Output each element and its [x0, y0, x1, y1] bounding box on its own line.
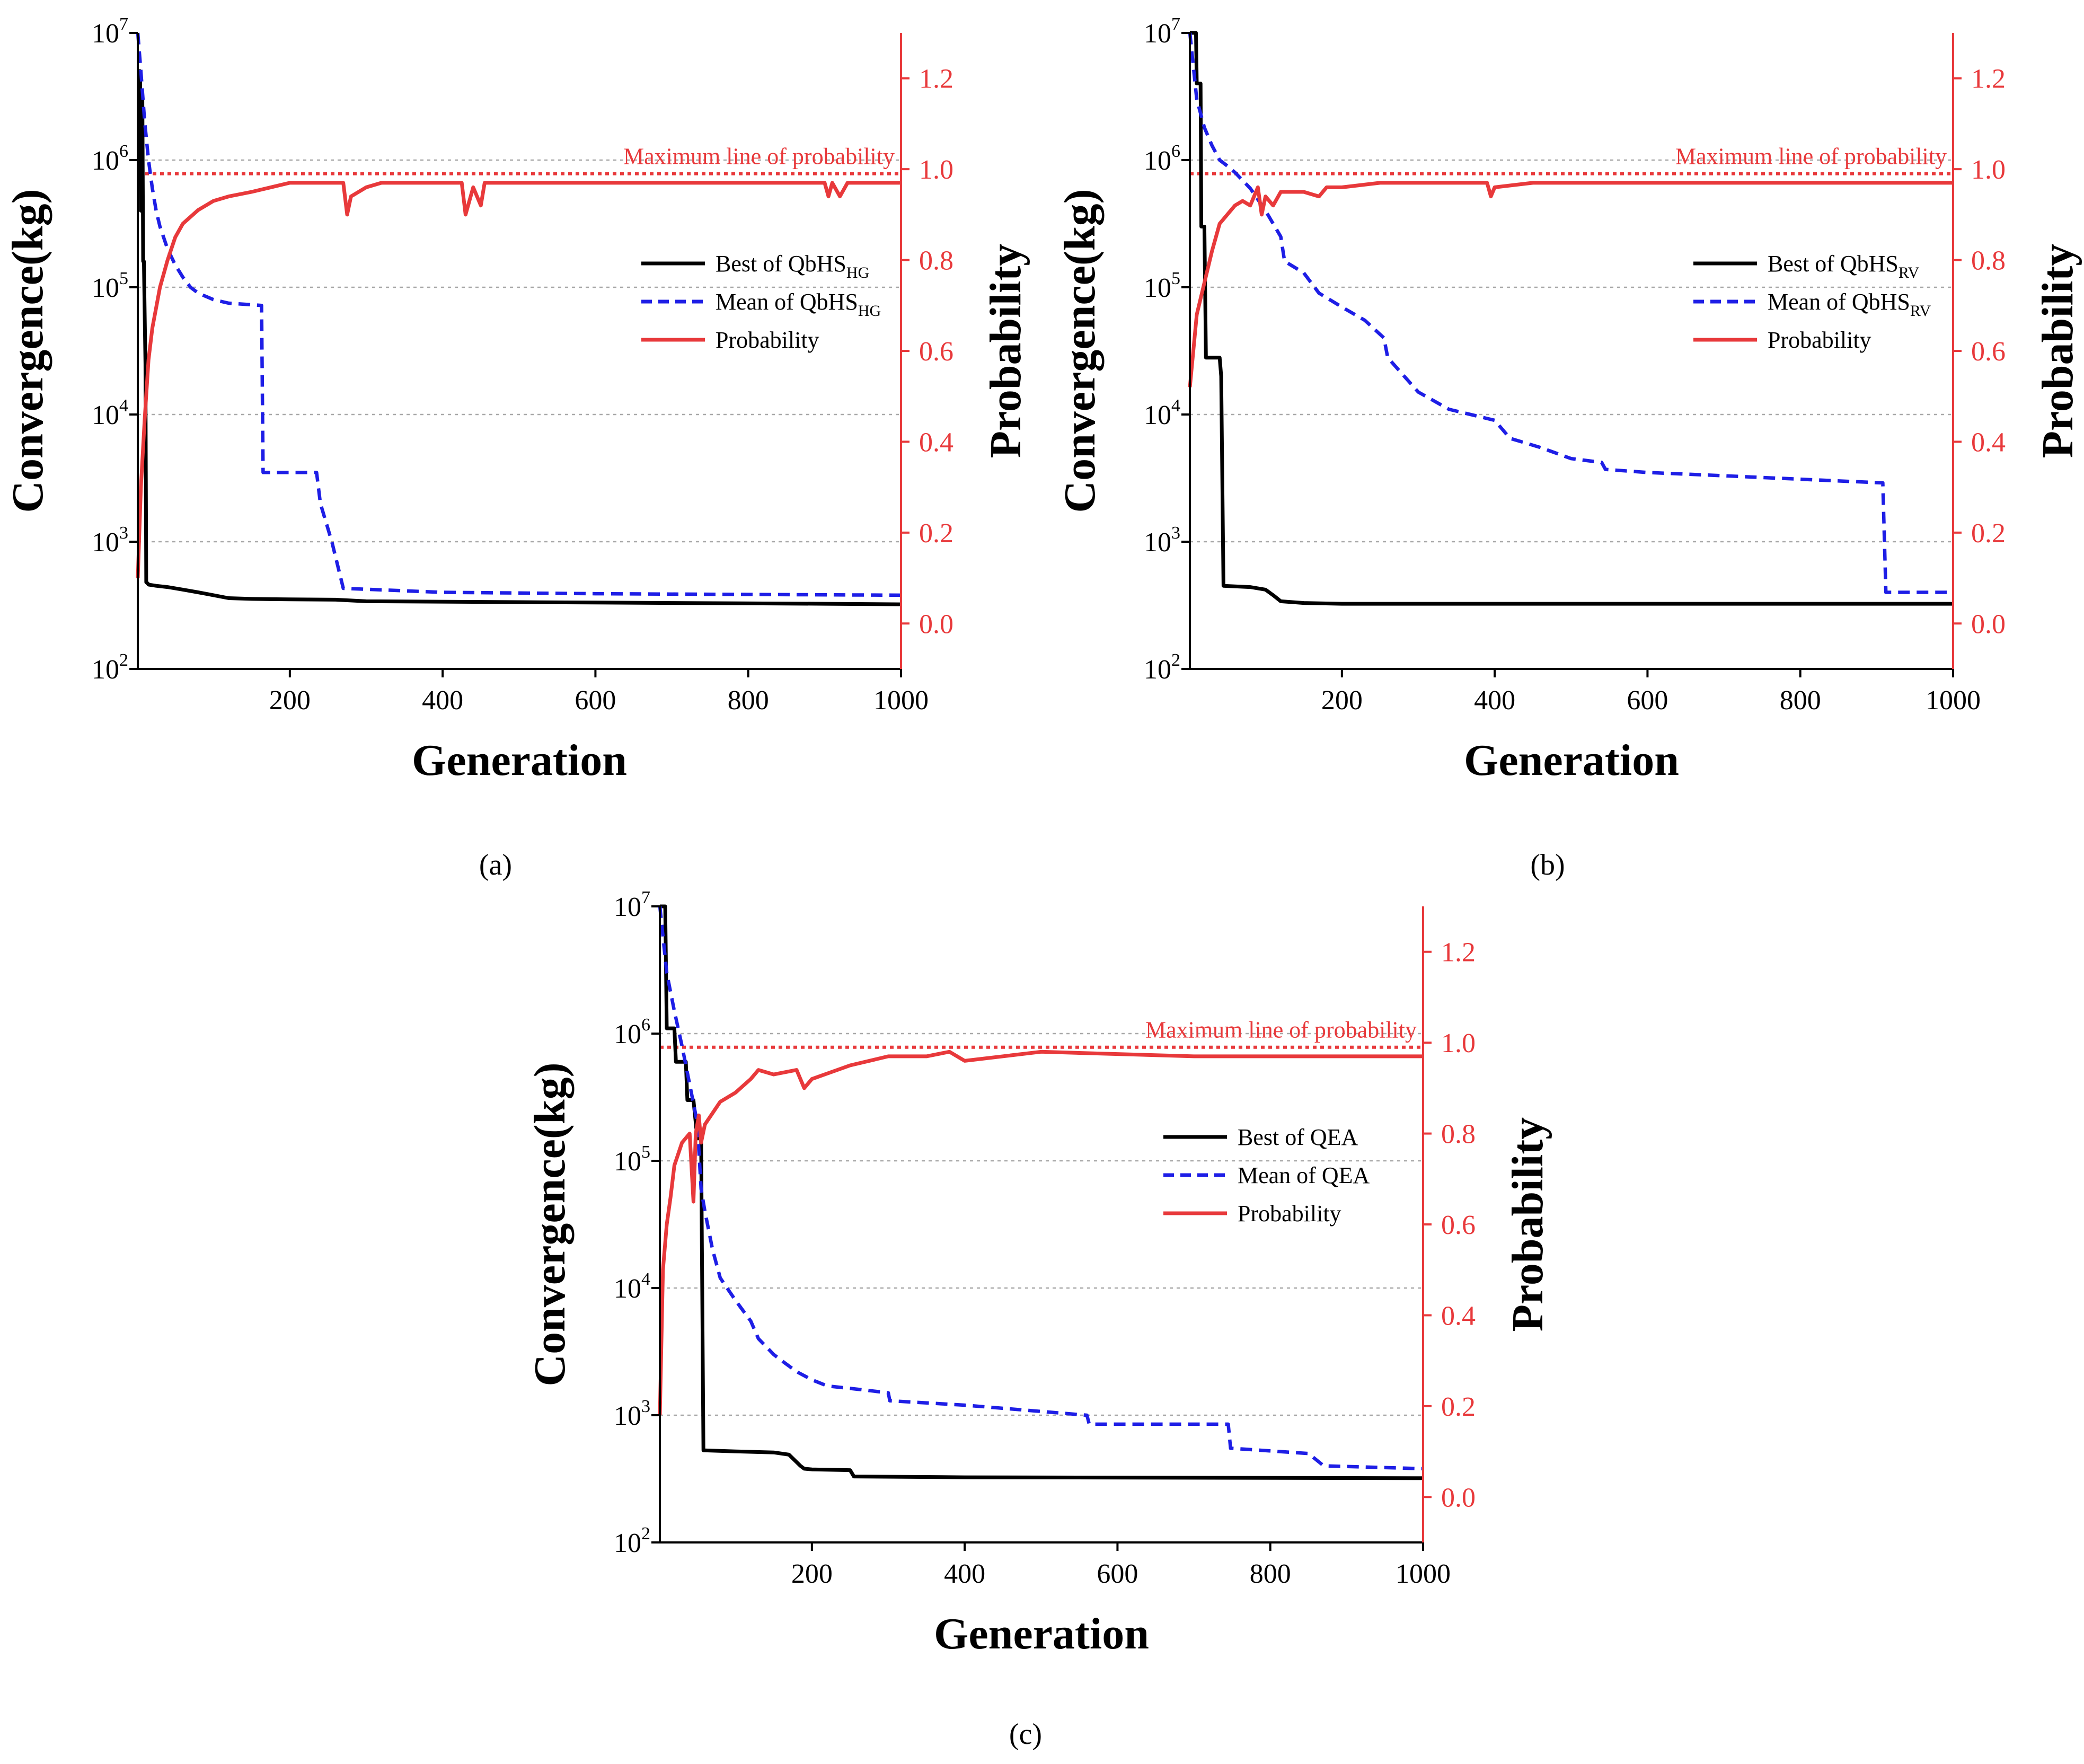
caption-c: (c): [1009, 1718, 1042, 1751]
legend-mean-label: Mean of QbHSRV: [1768, 289, 1931, 320]
series-line-best: [138, 69, 902, 606]
x-axis-title: Generation: [412, 736, 627, 785]
series-line-best: [1190, 31, 1953, 606]
y2-tick-label: 0.4: [1441, 1301, 1476, 1331]
chart-panel-a: Maximum line of probability 200 400 600 800 1…: [3, 14, 1030, 785]
series-line-mean: [136, 32, 902, 597]
y2-tick-label: 0.0: [919, 609, 953, 639]
y-tick-label: 105: [92, 269, 128, 303]
y-tick-label: 106: [614, 1015, 650, 1049]
y2-tick-label: 1.0: [1441, 1028, 1476, 1059]
series-line-probability: [136, 181, 901, 578]
x-tick-label: 200: [1321, 685, 1363, 716]
y-tick-label: 107: [1144, 14, 1180, 49]
caption-a: (a): [479, 849, 512, 881]
y2-tick-label: 0.4: [1971, 427, 2006, 457]
y-tick-label: 103: [1144, 523, 1180, 558]
x-tick-label: 400: [422, 685, 463, 716]
y-tick-label: 105: [614, 1142, 650, 1177]
series-line-mean: [658, 906, 1424, 1471]
x-axis-title: Generation: [1464, 736, 1679, 785]
y2-tick-label: 1.2: [1441, 938, 1476, 968]
x-tick-label: 1000: [1926, 685, 1981, 716]
y2-tick-label: 0.2: [1441, 1392, 1476, 1422]
y2-tick-label: 0.8: [1441, 1119, 1476, 1150]
y2-tick-label: 1.2: [919, 64, 953, 94]
legend-best-label: Best of QbHSHG: [716, 251, 869, 281]
x-tick-label: 800: [1780, 685, 1821, 716]
x-tick-label: 200: [791, 1559, 833, 1589]
legend-best-label: Best of QbHSRV: [1768, 251, 1920, 281]
y2-tick-label: 0.4: [919, 427, 953, 457]
x-tick-label: 200: [269, 685, 311, 716]
y-tick-label: 104: [1144, 396, 1180, 430]
x-tick-label: 600: [1627, 685, 1668, 716]
x-tick-label: 1000: [1396, 1559, 1451, 1589]
series-line-probability: [658, 1049, 1423, 1416]
x-tick-label: 600: [575, 685, 616, 716]
legend-probability-label: Probability: [716, 327, 819, 353]
y2-tick-label: 0.6: [1441, 1210, 1476, 1240]
y2-axis-title: Probability: [2033, 244, 2082, 458]
x-tick-label: 400: [944, 1559, 985, 1589]
y2-tick-label: 0.0: [1441, 1483, 1476, 1513]
y2-axis-title: Probability: [981, 244, 1030, 458]
y2-tick-label: 0.0: [1971, 609, 2006, 639]
x-tick-label: 400: [1474, 685, 1515, 716]
y-tick-label: 107: [614, 888, 650, 922]
legend-probability-label: Probability: [1768, 327, 1871, 353]
max-probability-label: Maximum line of probability: [623, 144, 895, 170]
caption-b: (b): [1530, 849, 1565, 881]
legend-mean-label: Mean of QbHSHG: [716, 289, 881, 320]
y2-tick-label: 0.2: [1971, 518, 2006, 549]
y2-tick-label: 0.8: [919, 246, 953, 276]
y-axis-title: Convergence(kg): [1055, 189, 1105, 513]
x-tick-label: 800: [728, 685, 769, 716]
y-tick-label: 103: [614, 1397, 650, 1431]
y-tick-label: 107: [92, 14, 128, 49]
y-tick-label: 102: [614, 1524, 650, 1558]
y-tick-label: 106: [92, 142, 128, 176]
y-tick-label: 104: [614, 1269, 650, 1304]
y-tick-label: 106: [1144, 142, 1180, 176]
y2-tick-label: 0.8: [1971, 246, 2006, 276]
y-tick-label: 102: [92, 650, 128, 685]
legend-probability-label: Probability: [1238, 1201, 1341, 1227]
y-axis-title: Convergence(kg): [525, 1062, 575, 1386]
x-tick-label: 1000: [873, 685, 929, 716]
max-probability-label: Maximum line of probability: [1145, 1017, 1417, 1043]
chart-panel-b: Maximum line of probability 200 400 600 800 1…: [1055, 14, 2082, 785]
chart-panel-c: Maximum line of probability 200 400 600 800 1…: [525, 888, 1552, 1659]
x-axis-title: Generation: [934, 1609, 1149, 1659]
y2-tick-label: 0.2: [919, 518, 953, 549]
y2-tick-label: 1.0: [1971, 155, 2006, 185]
y-tick-label: 103: [92, 523, 128, 558]
y2-tick-label: 0.6: [919, 337, 953, 367]
y-tick-label: 104: [92, 396, 128, 430]
max-probability-label: Maximum line of probability: [1675, 144, 1947, 170]
y2-tick-label: 0.6: [1971, 337, 2006, 367]
y2-tick-label: 1.2: [1971, 64, 2006, 94]
series-line-probability: [1188, 181, 1953, 387]
x-tick-label: 800: [1250, 1559, 1291, 1589]
y2-axis-title: Probability: [1503, 1117, 1552, 1332]
x-tick-label: 600: [1097, 1559, 1138, 1589]
y2-tick-label: 1.0: [919, 155, 953, 185]
legend-best-label: Best of QEA: [1238, 1124, 1358, 1150]
y-tick-label: 105: [1144, 269, 1180, 303]
y-tick-label: 102: [1144, 650, 1180, 685]
legend-mean-label: Mean of QEA: [1238, 1162, 1370, 1188]
y-axis-title: Convergence(kg): [3, 189, 52, 513]
series-line-best: [660, 904, 1424, 1480]
